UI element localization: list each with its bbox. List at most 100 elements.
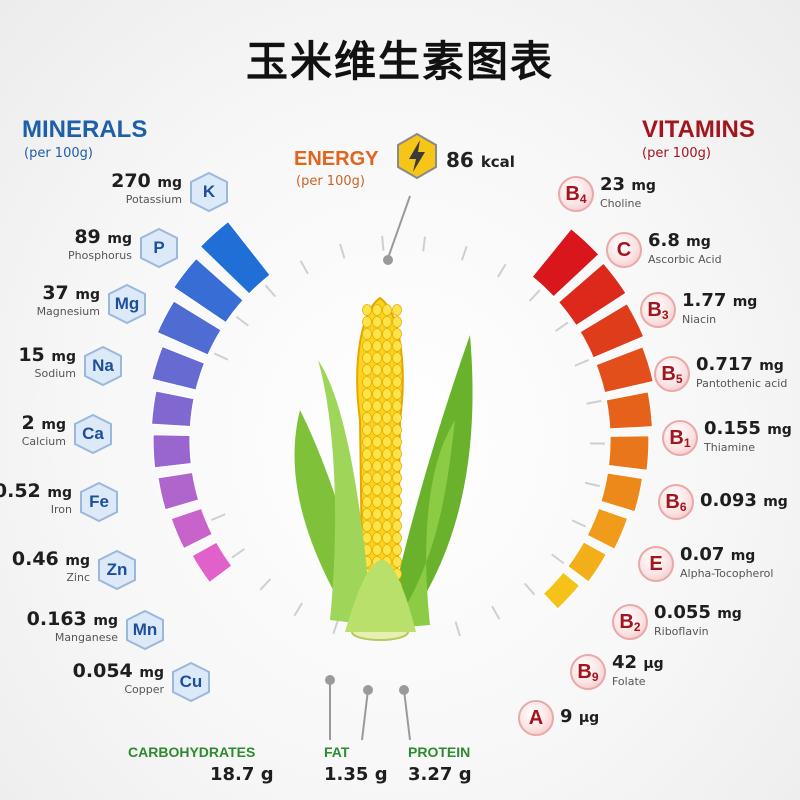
mineral-name: Copper	[124, 683, 164, 696]
energy-pointer	[387, 195, 411, 259]
mineral-symbol: Cu	[179, 672, 203, 691]
macro-label: PROTEIN	[408, 744, 471, 760]
mineral-symbol: Ca	[82, 424, 104, 443]
energy-amount: 86	[446, 148, 474, 172]
vitamin-amount-unit: mg	[763, 494, 788, 510]
macro-label: CARBOHYDRATES	[128, 744, 256, 760]
vitamin-bar-a	[542, 571, 581, 610]
vitamin-symbol: E	[649, 553, 663, 575]
vitamin-symbol: C	[616, 239, 632, 261]
vitamin-bar-b5	[595, 346, 655, 394]
vitamin-name: Pantothenic acid	[696, 377, 788, 390]
gauge-tick	[299, 260, 309, 275]
vitamin-amount-value: 0.717	[696, 354, 753, 375]
vitamin-amount-unit: µg	[643, 656, 664, 672]
vitamin-amount-unit: mg	[732, 294, 758, 310]
mineral-amount-value: 0.163	[26, 608, 87, 630]
vitamin-badge: A	[518, 700, 554, 736]
macro-value: 3.27 g	[408, 764, 472, 785]
mineral-amount-unit: mg	[107, 231, 132, 247]
vitamin-badge: B6	[658, 484, 694, 520]
mineral-hex-badge: Zn	[98, 549, 136, 591]
vitamin-name: Thiamine	[704, 441, 755, 454]
macro-label: FAT	[324, 744, 350, 760]
energy-value: 86 kcal	[446, 148, 515, 172]
vitamin-amount-unit: µg	[578, 710, 600, 726]
vitamin-name: Ascorbic Acid	[648, 253, 722, 266]
gauge-tick	[454, 621, 461, 637]
mineral-bar-ca	[150, 390, 195, 428]
macro-amount: 1.35	[324, 764, 369, 785]
mineral-amount-unit: mg	[41, 417, 66, 433]
vitamin-amount-unit: mg	[717, 606, 742, 622]
mineral-amount: 0.46 mg	[0, 548, 90, 570]
gauge-tick	[332, 619, 340, 635]
vitamin-symbol-sub: 3	[661, 308, 669, 322]
mineral-name: Sodium	[34, 367, 76, 380]
gauge-tick	[460, 245, 468, 261]
mineral-hex-badge: Mn	[126, 609, 164, 651]
mineral-symbol: Mn	[132, 620, 158, 639]
vitamin-amount-unit: mg	[759, 358, 784, 374]
vitamin-amount: 0.717 mg	[696, 354, 784, 375]
energy-unit: kcal	[480, 153, 515, 171]
vitamin-amount: 1.77 mg	[682, 290, 757, 311]
vitamin-amount: 42 µg	[612, 652, 664, 673]
corn-illustration	[294, 296, 473, 641]
vitamin-bar-b4	[531, 227, 600, 298]
macro-pointer	[361, 689, 369, 741]
vitamin-badge: B9	[570, 654, 606, 690]
vitamin-badge: E	[638, 546, 674, 582]
macro-pointer	[403, 689, 411, 741]
vitamin-amount-value: 42	[612, 652, 638, 673]
minerals-heading: MINERALS	[22, 116, 148, 143]
vitamin-amount-value: 0.093	[700, 490, 757, 511]
vitamin-amount-value: 0.07	[680, 544, 725, 565]
vitamin-bar-c	[557, 262, 627, 327]
mineral-symbol: Fe	[89, 492, 109, 511]
mineral-hex-badge: Cu	[172, 661, 210, 703]
gauge-tick	[231, 548, 245, 559]
mineral-name: Iron	[50, 503, 72, 516]
mineral-amount-value: 0.46	[11, 548, 59, 570]
gauge-tick	[497, 263, 507, 278]
vitamin-symbol-sub: 1	[683, 436, 691, 450]
mineral-amount-unit: mg	[47, 485, 72, 501]
vitamin-bar-b9	[566, 540, 608, 583]
vitamin-bar-b2	[586, 507, 629, 551]
vitamin-bar-b1	[605, 391, 654, 430]
mineral-amount: 0.163 mg	[0, 608, 118, 630]
vitamin-symbol-sub: 5	[675, 372, 683, 386]
vitamin-badge: B5	[654, 356, 690, 392]
gauge-tick	[555, 321, 569, 332]
mineral-amount: 89 mg	[12, 226, 132, 248]
macro-value: 1.35 g	[324, 764, 388, 785]
mineral-amount-unit: mg	[157, 175, 182, 191]
mineral-hex-badge: K	[190, 171, 228, 213]
mineral-hex-badge: Fe	[80, 481, 118, 523]
mineral-symbol: P	[153, 238, 165, 257]
mineral-hex-badge: Ca	[74, 413, 112, 455]
vitamin-amount: 6.8 mg	[648, 230, 711, 251]
macro-amount: 18.7	[210, 764, 255, 785]
mineral-name: Calcium	[21, 435, 66, 448]
vitamin-name: Alpha-Tocopherol	[680, 567, 774, 580]
macro-amount: 3.27	[408, 764, 453, 785]
vitamin-symbol-sub: 2	[633, 620, 641, 634]
mineral-name: Manganese	[54, 631, 118, 644]
vitamin-symbol: B	[661, 363, 676, 385]
mineral-amount-unit: mg	[51, 349, 76, 365]
macro-unit: g	[458, 764, 472, 785]
vitamin-badge: B2	[612, 604, 648, 640]
vitamin-bar-e	[600, 472, 644, 513]
mineral-amount: 0.054 mg	[44, 660, 164, 682]
mineral-amount-unit: mg	[75, 287, 100, 303]
gauge-tick	[491, 605, 501, 620]
energy-pointer-dot	[383, 255, 393, 265]
vitamin-badge: B1	[662, 420, 698, 456]
minerals-subtitle: (per 100g)	[24, 146, 93, 161]
vitamin-amount: 0.155 mg	[704, 418, 792, 439]
vitamin-name: Choline	[600, 197, 642, 210]
mineral-amount-value: 0.52	[0, 480, 41, 502]
mineral-bar-fe	[152, 434, 192, 469]
